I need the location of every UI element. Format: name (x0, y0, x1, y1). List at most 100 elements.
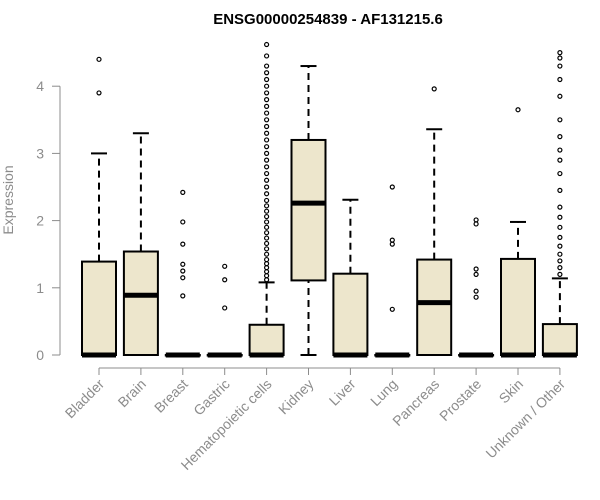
outlier-point (473, 288, 479, 294)
outlier-point (264, 53, 270, 59)
outlier-point (557, 258, 563, 264)
box-group (290, 65, 327, 356)
box-group (541, 49, 578, 358)
x-tick-label: Lung (367, 376, 400, 409)
outlier-point (264, 261, 270, 267)
outlier-point (180, 219, 186, 225)
outlier-point (431, 86, 437, 92)
outlier-point (557, 134, 563, 140)
outlier-point (264, 110, 270, 116)
outlier-point (264, 177, 270, 183)
outlier-point (557, 49, 563, 56)
outlier-point (557, 147, 563, 153)
box (290, 138, 327, 282)
outlier-point (264, 219, 270, 225)
outlier-point (222, 305, 228, 311)
outlier-point (180, 261, 186, 267)
outlier-point (473, 271, 479, 277)
outlier-point (264, 70, 270, 76)
outlier-point (96, 56, 102, 62)
outlier-point (180, 189, 186, 195)
outlier-point (557, 63, 563, 69)
y-tick-label: 2 (36, 213, 44, 229)
outlier-point (264, 277, 270, 283)
outlier-point (264, 164, 270, 170)
y-tick-label: 0 (36, 347, 44, 363)
outlier-point (557, 117, 563, 123)
outlier-point (180, 268, 186, 274)
box (248, 323, 285, 357)
outlier-point (264, 269, 270, 275)
outlier-point (264, 90, 270, 96)
outlier-point (264, 97, 270, 103)
box-group (500, 107, 536, 358)
outlier-point (515, 107, 521, 113)
outlier-point (264, 240, 270, 247)
box-group (416, 86, 453, 356)
outlier-point (180, 293, 186, 299)
outlier-point (264, 184, 270, 190)
outlier-point (557, 265, 563, 271)
outlier-point (264, 83, 270, 89)
y-tick-label: 3 (36, 145, 44, 161)
box (541, 323, 578, 357)
outlier-point (557, 271, 563, 277)
outlier-point (473, 266, 479, 272)
outlier-point (264, 235, 270, 241)
outlier-point (264, 117, 270, 123)
outlier-point (180, 241, 186, 247)
plot-area (81, 41, 578, 358)
chart-title: ENSG00000254839 - AF131215.6 (213, 11, 443, 28)
x-tick-label: Brain (115, 376, 149, 410)
outlier-point (264, 157, 270, 163)
outlier-point (264, 213, 270, 220)
box (122, 250, 159, 356)
outlier-point (180, 275, 186, 281)
x-tick-label: Kidney (275, 376, 317, 418)
outlier-point (389, 306, 395, 312)
outlier-point (264, 265, 270, 271)
outlier-point (264, 197, 270, 204)
outlier-point (264, 246, 270, 252)
outlier-point (389, 237, 395, 243)
box-group (122, 132, 159, 356)
outlier-point (389, 184, 395, 190)
outlier-point (473, 217, 479, 223)
y-tick-label: 4 (36, 78, 44, 94)
outlier-point (473, 294, 479, 300)
box-group (206, 263, 243, 358)
outlier-point (389, 241, 395, 247)
outlier-point (264, 273, 270, 279)
y-tick-label: 1 (36, 280, 44, 296)
outlier-point (264, 137, 270, 143)
outlier-point (264, 130, 270, 136)
box-group (81, 56, 117, 358)
outlier-point (96, 90, 102, 96)
outlier-point (264, 41, 270, 48)
outlier-point (557, 187, 563, 193)
box (500, 257, 536, 356)
outlier-point (264, 103, 270, 109)
x-tick-label: Bladder (62, 376, 108, 422)
box-group (374, 184, 411, 358)
outlier-point (557, 170, 563, 177)
y-axis-label: Expression (0, 165, 16, 234)
x-tick-label: Breast (151, 376, 191, 416)
outlier-point (557, 204, 563, 210)
outlier-point (222, 277, 228, 283)
outlier-point (264, 63, 270, 69)
outlier-point (264, 230, 270, 236)
outlier-point (264, 170, 270, 177)
y-axis: 0 1 2 3 4 (36, 78, 61, 363)
outlier-point (264, 251, 270, 257)
outlier-point (264, 203, 270, 209)
outlier-point (264, 256, 270, 263)
outlier-point (264, 208, 270, 214)
outlier-point (557, 55, 563, 61)
outlier-point (264, 191, 270, 197)
box (81, 260, 117, 357)
x-tick-label: Liver (326, 376, 359, 409)
box-group (248, 41, 285, 358)
